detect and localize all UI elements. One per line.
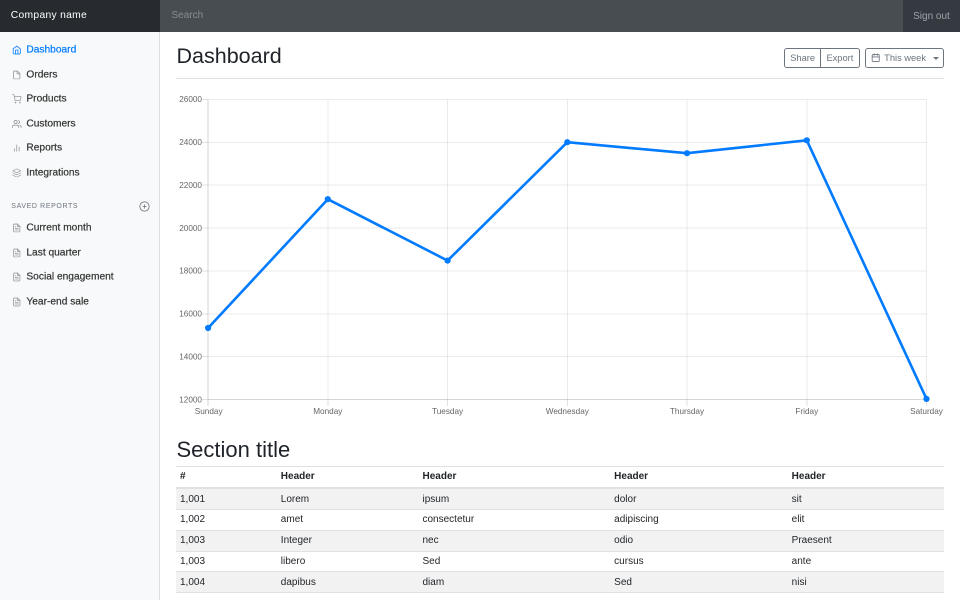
svg-text:Saturday: Saturday [910,407,944,416]
svg-text:22000: 22000 [179,181,202,190]
svg-text:Monday: Monday [313,407,343,416]
svg-text:Tuesday: Tuesday [432,407,464,416]
svg-text:12000: 12000 [179,395,202,404]
svg-text:14000: 14000 [179,352,202,361]
svg-text:16000: 16000 [179,310,202,319]
svg-text:18000: 18000 [179,267,202,276]
svg-text:Friday: Friday [795,407,819,416]
svg-text:Wednesday: Wednesday [546,407,590,416]
svg-text:Sunday: Sunday [195,407,224,416]
svg-text:20000: 20000 [179,224,202,233]
svg-text:24000: 24000 [179,138,202,147]
svg-text:Thursday: Thursday [670,407,705,416]
svg-text:26000: 26000 [179,95,202,104]
